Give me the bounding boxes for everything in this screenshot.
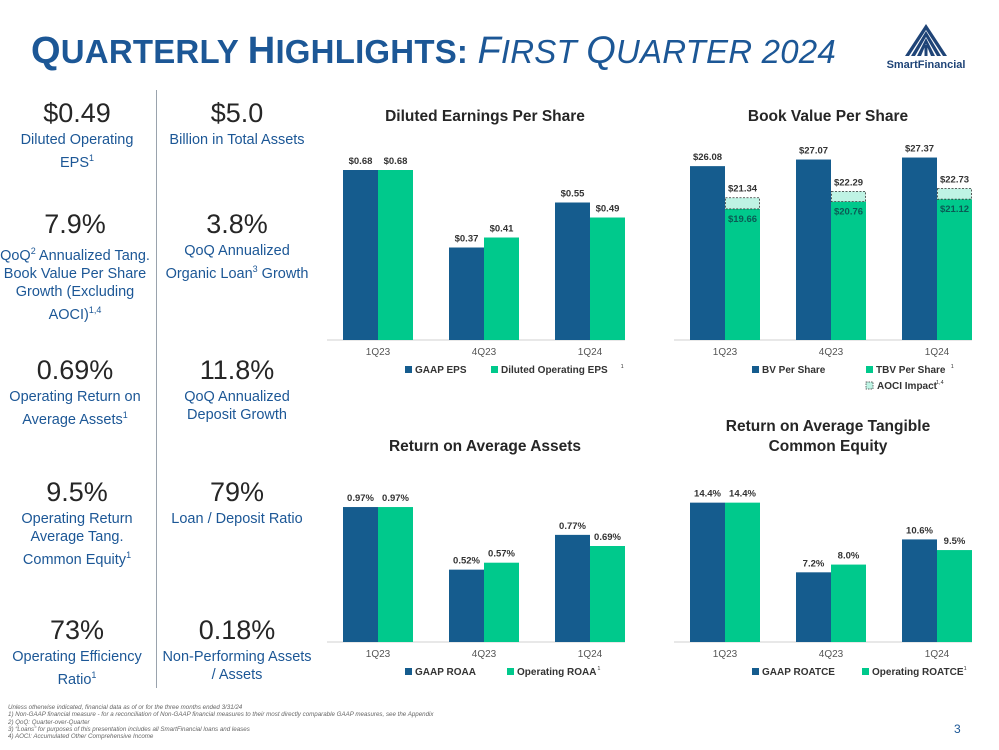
roatce-bar-gaap-roatce	[796, 572, 831, 642]
data-label: $0.41	[490, 224, 514, 235]
roaa-bar-operating-roaa	[590, 546, 625, 642]
legend-swatch	[491, 366, 498, 373]
roaa-bar-gaap-roaa	[343, 507, 378, 642]
x-tick-label: 4Q23	[819, 347, 844, 358]
footnote-line: 4) AOCI: Accumulated Other Comprehensive…	[8, 733, 434, 740]
data-label: 7.2%	[803, 558, 825, 569]
data-label: $26.08	[693, 152, 722, 163]
roaa-bar-operating-roaa	[484, 563, 519, 642]
x-tick-label: 1Q23	[366, 347, 391, 358]
legend-label: TBV Per Share	[876, 365, 946, 376]
legend-label: GAAP EPS	[415, 365, 467, 376]
bv-bar-bv-per-share	[902, 158, 937, 340]
eps-bar-gaap-eps	[449, 248, 484, 341]
data-label: $21.12	[940, 204, 969, 215]
x-tick-label: 1Q23	[713, 347, 738, 358]
legend-swatch	[752, 366, 759, 373]
eps-bar-gaap-eps	[555, 203, 590, 341]
aoci-impact-segment	[726, 198, 760, 209]
legend-label: Diluted Operating EPS	[501, 365, 608, 376]
data-label: $19.66	[728, 214, 757, 225]
x-tick-label: 1Q24	[925, 649, 950, 660]
data-label: 0.77%	[559, 521, 586, 532]
roaa-bar-gaap-roaa	[555, 535, 590, 642]
footnote-ref: 1	[951, 364, 954, 370]
aoci-impact-segment	[832, 191, 866, 201]
bv-bar-bv-per-share	[690, 166, 725, 340]
data-label: 0.97%	[382, 493, 409, 504]
data-label: 8.0%	[838, 551, 860, 562]
data-label: $20.76	[834, 207, 863, 218]
data-label: 0.97%	[347, 493, 374, 504]
eps-bar-diluted-operating-eps	[378, 170, 413, 340]
footnote-line: 3) “Loans” for purposes of this presenta…	[8, 726, 434, 733]
legend-swatch	[752, 668, 759, 675]
legend-label: GAAP ROAA	[415, 667, 476, 678]
data-label: $22.29	[834, 177, 863, 188]
roaa-bar-operating-roaa	[378, 507, 413, 642]
footnote-line: 1) Non-GAAP financial measure - for a re…	[8, 711, 434, 718]
data-label: $21.34	[728, 184, 758, 195]
bv-bar-tbv-per-share	[937, 199, 972, 340]
roatce-bar-operating-roatce	[937, 550, 972, 642]
roatce-bar-operating-roatce	[831, 565, 866, 642]
footnote-ref: 1	[597, 666, 600, 672]
legend-label: Operating ROATCE	[872, 667, 964, 678]
bv-bar-bv-per-share	[796, 160, 831, 340]
eps-bar-diluted-operating-eps	[590, 218, 625, 341]
eps-bar-chart: $0.68 $0.68 1Q23 $0.37 $0.41 4Q23 $0.55 $0.49 1Q…	[0, 0, 999, 750]
footnote-ref: 1	[964, 666, 967, 672]
bv-bar-tbv-per-share	[725, 209, 760, 340]
footnote-ref: 1	[621, 364, 624, 370]
x-tick-label: 4Q23	[472, 347, 497, 358]
data-label: $0.49	[596, 204, 620, 215]
data-label: 0.52%	[453, 556, 480, 567]
x-tick-label: 1Q23	[713, 649, 738, 660]
eps-bar-diluted-operating-eps	[484, 238, 519, 341]
data-label: 0.69%	[594, 532, 621, 543]
footnote-line: Unless otherwise indicated, financial da…	[8, 704, 434, 711]
legend-swatch	[866, 366, 873, 373]
x-tick-label: 4Q23	[819, 649, 844, 660]
x-tick-label: 4Q23	[472, 649, 497, 660]
x-tick-label: 1Q24	[925, 347, 950, 358]
legend-swatch	[507, 668, 514, 675]
aoci-impact-segment	[938, 188, 972, 199]
legend-swatch	[862, 668, 869, 675]
legend-swatch	[405, 366, 412, 373]
roatce-bar-operating-roatce	[725, 503, 760, 642]
x-tick-label: 1Q24	[578, 649, 603, 660]
roatce-bar-gaap-roatce	[902, 539, 937, 642]
eps-bar-gaap-eps	[343, 170, 378, 340]
roaa-bar-gaap-roaa	[449, 570, 484, 642]
data-label: $0.55	[561, 189, 585, 200]
x-tick-label: 1Q23	[366, 649, 391, 660]
data-label: $0.68	[349, 156, 373, 167]
data-label: $27.07	[799, 146, 828, 157]
legend-label: AOCI Impact	[877, 381, 938, 392]
footnote-line: 2) QoQ: Quarter-over-Quarter	[8, 719, 434, 726]
data-label: 14.4%	[729, 489, 756, 500]
roatce-bar-gaap-roatce	[690, 503, 725, 642]
footnote-ref: 1,4	[936, 380, 944, 386]
data-label: 0.57%	[488, 549, 515, 560]
data-label: $0.68	[384, 156, 408, 167]
legend-label: Operating ROAA	[517, 667, 596, 678]
data-label: 14.4%	[694, 489, 721, 500]
legend-swatch-aoci	[866, 382, 873, 389]
page-number: 3	[954, 722, 961, 736]
x-tick-label: 1Q24	[578, 347, 603, 358]
data-label: $0.37	[455, 234, 479, 245]
legend-swatch	[405, 668, 412, 675]
bv-bar-tbv-per-share	[831, 202, 866, 340]
data-label: $22.73	[940, 174, 969, 185]
legend-label: GAAP ROATCE	[762, 667, 835, 678]
data-label: $27.37	[905, 144, 934, 155]
footnotes: Unless otherwise indicated, financial da…	[8, 704, 434, 740]
legend-label: BV Per Share	[762, 365, 826, 376]
data-label: 9.5%	[944, 536, 966, 547]
data-label: 10.6%	[906, 525, 933, 536]
